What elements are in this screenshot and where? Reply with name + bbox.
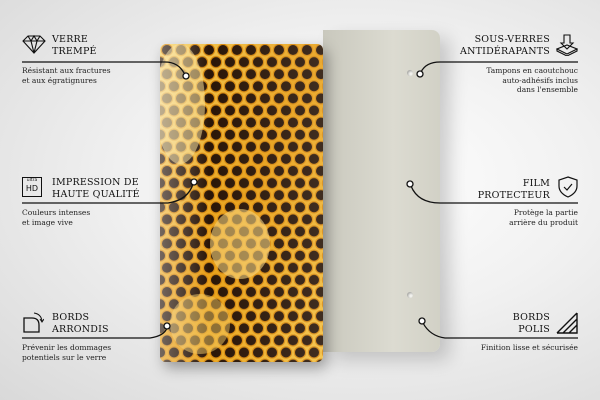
anti-slip-pad-icon [556,34,578,56]
feature-desc: Prévenir les dommages [22,343,112,352]
back-plate [323,30,440,352]
feature-title: ANTIDÉRAPANTS [460,46,550,57]
diamond-icon [22,34,46,54]
feature-desc: auto-adhésifs inclus [502,75,578,85]
feature-title: ARRONDIS [52,324,109,335]
feature-title: FILM [522,178,550,189]
feature-desc: dans l'ensemble [516,85,578,94]
feature-desc: potentiels sur le verre [22,352,107,362]
ultra-hd-icon: ultra HD [22,177,42,197]
feature-title: BORDS [512,312,550,323]
feature-title: VERRE [52,34,89,45]
feature-desc: Tampons en caoutchouc [486,66,578,75]
feature-title: POLIS [518,324,550,335]
feature-title: HAUTE QUALITÉ [52,189,140,200]
shield-check-icon [558,176,578,198]
feature-desc: Couleurs intenses [22,208,91,217]
feature-desc: Finition lisse et sécurisée [480,343,578,352]
feature-title: SOUS-VERRES [474,34,550,45]
mount-hole [407,70,413,76]
feature-title: TREMPÉ [52,46,97,57]
mount-hole [407,292,413,298]
rounded-corner-icon [23,312,44,333]
feature-title: IMPRESSION DE [52,177,139,188]
feature-desc: arrière du produit [509,217,578,227]
feature-desc: Protège la partie [513,208,578,217]
feature-desc: Résistant aux fractures [22,66,111,75]
feature-desc: et image vive [22,217,73,227]
feature-desc: et aux égratignures [22,75,97,85]
glass-coaster-honeycomb-image [160,44,323,362]
polished-edge-icon [556,312,578,334]
feature-title: BORDS [52,312,90,323]
feature-title: PROTECTEUR [477,190,550,201]
